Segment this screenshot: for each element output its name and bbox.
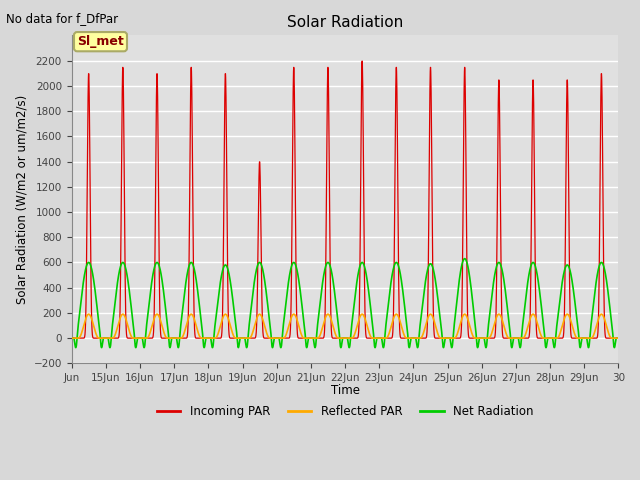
X-axis label: Time: Time (330, 384, 360, 397)
Text: Sl_met: Sl_met (77, 35, 124, 48)
Legend: Incoming PAR, Reflected PAR, Net Radiation: Incoming PAR, Reflected PAR, Net Radiati… (152, 401, 538, 423)
Title: Solar Radiation: Solar Radiation (287, 15, 403, 30)
Y-axis label: Solar Radiation (W/m2 or um/m2/s): Solar Radiation (W/m2 or um/m2/s) (15, 95, 28, 304)
Text: No data for f_DfPar: No data for f_DfPar (6, 12, 118, 25)
